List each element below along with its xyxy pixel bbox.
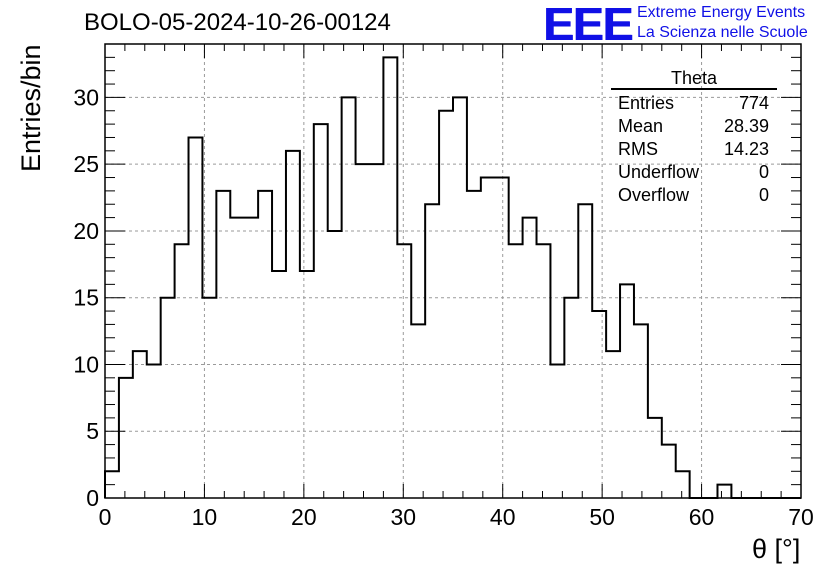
plot-title: BOLO-05-2024-10-26-00124 (84, 9, 391, 36)
y-tick-label: 30 (73, 84, 99, 110)
stats-title: Theta (611, 68, 777, 90)
eee-logo: EEE (543, 0, 633, 50)
x-tick-label: 20 (291, 504, 317, 530)
y-tick-label: 25 (73, 151, 99, 177)
stats-box: Theta Entries 774 Mean 28.39 RMS 14.23 U… (611, 68, 777, 207)
x-tick-label: 10 (192, 504, 218, 530)
x-tick-label: 40 (490, 504, 516, 530)
stats-label: Mean (618, 116, 664, 136)
stats-value: 28.39 (723, 116, 769, 136)
x-tick-label: 70 (788, 504, 814, 530)
stats-row-mean: Mean 28.39 (611, 115, 777, 138)
stats-value: 774 (738, 93, 769, 113)
stats-label: Overflow (618, 185, 690, 205)
y-tick-label: 0 (86, 485, 99, 511)
stats-label: RMS (618, 139, 658, 159)
y-tick-label: 20 (73, 218, 99, 244)
stats-value: 0 (758, 185, 769, 205)
x-tick-label: 60 (689, 504, 715, 530)
x-axis-label: θ [°] (752, 534, 801, 564)
logo-line-2: La Scienza nelle Scuole (637, 24, 808, 41)
stats-label: Entries (618, 93, 675, 113)
stats-row-entries: Entries 774 (611, 92, 777, 115)
histogram-series (104, 56, 801, 499)
y-tick-label: 5 (86, 418, 99, 444)
logo-line-1: Extreme Energy Events (637, 4, 806, 21)
y-axis-label: Entries/bin (16, 44, 46, 172)
stats-value: 14.23 (723, 139, 769, 159)
y-tick-label: 15 (73, 285, 99, 311)
stats-row-underflow: Underflow 0 (611, 161, 777, 184)
stats-label: Underflow (618, 162, 700, 182)
stats-row-rms: RMS 14.23 (611, 138, 777, 161)
y-tick-label: 10 (73, 351, 99, 377)
x-tick-label: 30 (390, 504, 416, 530)
x-tick-label: 0 (99, 504, 112, 530)
stats-row-overflow: Overflow 0 (611, 184, 777, 207)
logo-caption: Extreme Energy Events La Scienza nelle S… (637, 3, 808, 43)
stats-value: 0 (758, 162, 769, 182)
x-tick-label: 50 (589, 504, 615, 530)
